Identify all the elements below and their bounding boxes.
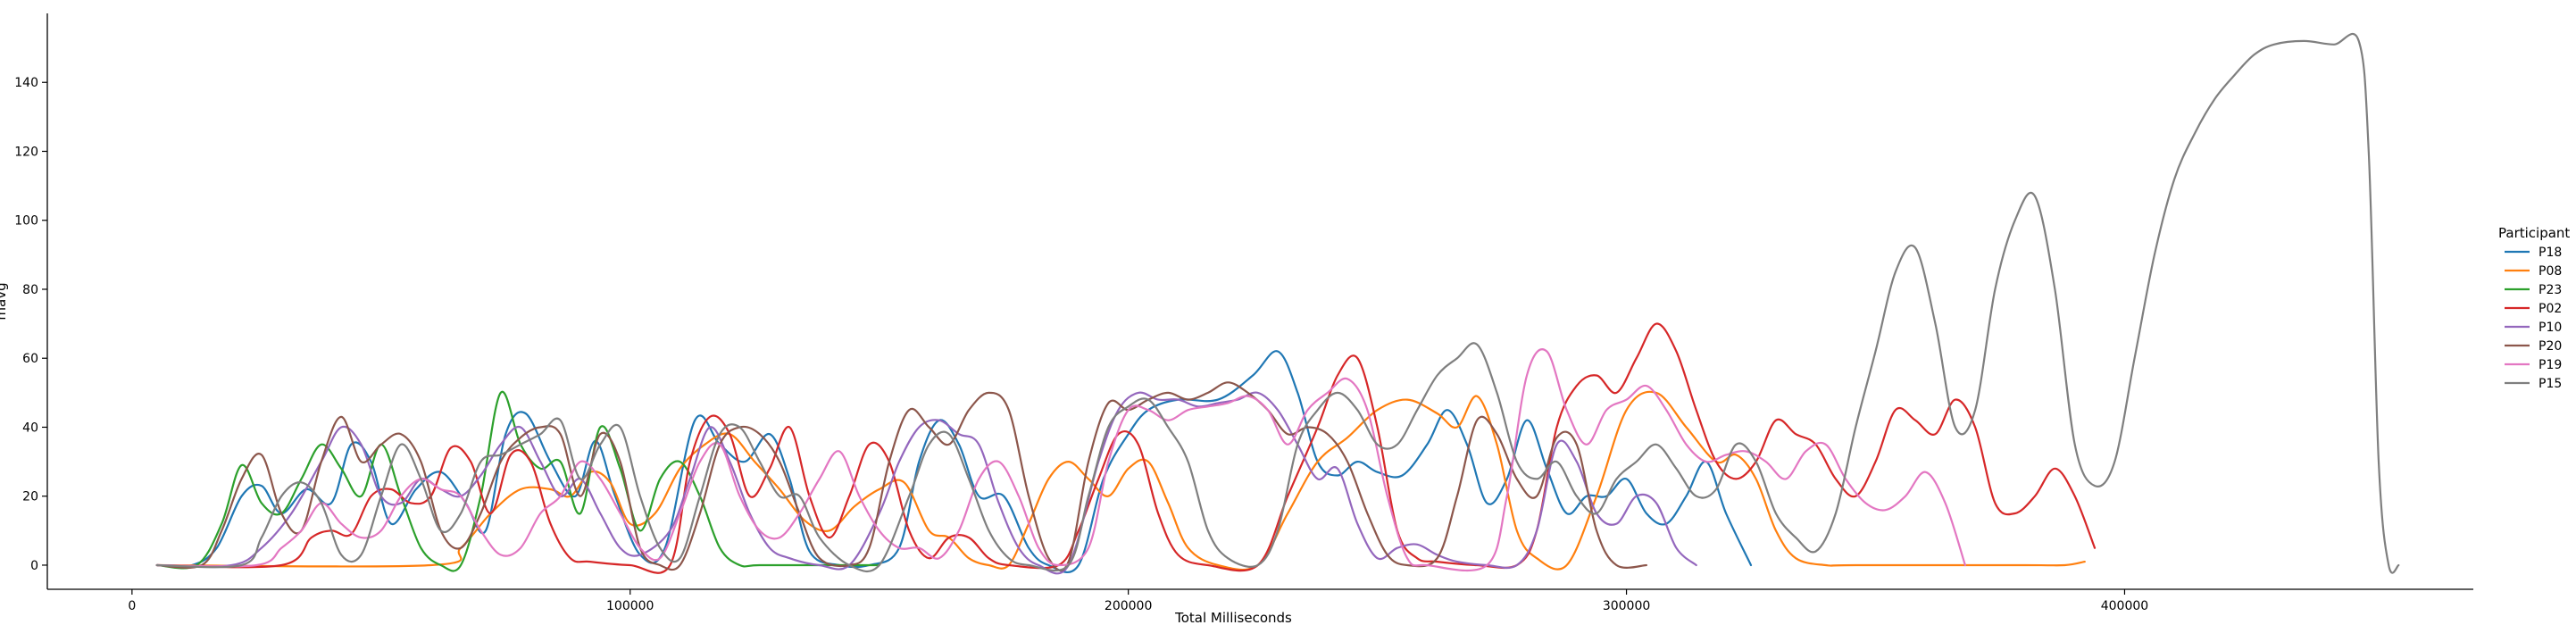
series-line-p15 xyxy=(155,32,2400,574)
y-tick-label: 80 xyxy=(22,283,38,297)
legend-item-p08: P08 xyxy=(2505,264,2562,279)
legend-label: P10 xyxy=(2538,321,2562,335)
legend-title: Participant xyxy=(2498,225,2570,241)
series-line-p10 xyxy=(155,391,1697,575)
legend-item-p10: P10 xyxy=(2505,321,2562,335)
x-tick-label: 100000 xyxy=(606,599,654,613)
legend-item-p19: P19 xyxy=(2505,358,2562,372)
series-line-p23 xyxy=(155,390,880,572)
y-tick-label: 140 xyxy=(14,76,38,90)
series-line-p20 xyxy=(155,381,1647,572)
x-tick-label: 200000 xyxy=(1105,599,1152,613)
legend-label: P23 xyxy=(2538,283,2562,297)
legend-item-p18: P18 xyxy=(2505,246,2562,260)
legend-item-p20: P20 xyxy=(2505,339,2562,354)
y-tick-label: 40 xyxy=(22,421,38,435)
series-line-p19 xyxy=(155,348,1966,572)
y-tick-label: 20 xyxy=(22,490,38,504)
y-tick-label: 0 xyxy=(30,559,38,573)
x-tick-label: 300000 xyxy=(1603,599,1650,613)
legend-label: P19 xyxy=(2538,358,2562,372)
legend-item-p23: P23 xyxy=(2505,283,2562,297)
plot-area xyxy=(155,32,2400,575)
axes: 0 100000 200000 300000 400000 0 20 40 60 80 100 120… xyxy=(0,13,2473,625)
legend-label: P08 xyxy=(2538,264,2562,279)
x-tick-label: 0 xyxy=(128,599,136,613)
series-line-p02 xyxy=(155,322,2097,574)
legend-label: P15 xyxy=(2538,377,2562,391)
x-tick-label: 400000 xyxy=(2101,599,2148,613)
y-tick-label: 100 xyxy=(14,214,38,229)
legend-item-p15: P15 xyxy=(2505,377,2562,391)
x-axis-title: Total Milliseconds xyxy=(1174,610,1292,625)
y-tick-label: 60 xyxy=(22,352,38,366)
legend-label: P18 xyxy=(2538,246,2562,260)
legend-label: P02 xyxy=(2538,302,2562,316)
y-tick-label: 120 xyxy=(14,145,38,159)
y-axis-title: mavg xyxy=(0,282,9,320)
legend-label: P20 xyxy=(2538,339,2562,354)
legend-item-p02: P02 xyxy=(2505,302,2562,316)
series-line-p08 xyxy=(155,390,2086,571)
legend: Participant P18 P08 P23 P02 P10 P20 P19 P15 xyxy=(2498,225,2570,391)
